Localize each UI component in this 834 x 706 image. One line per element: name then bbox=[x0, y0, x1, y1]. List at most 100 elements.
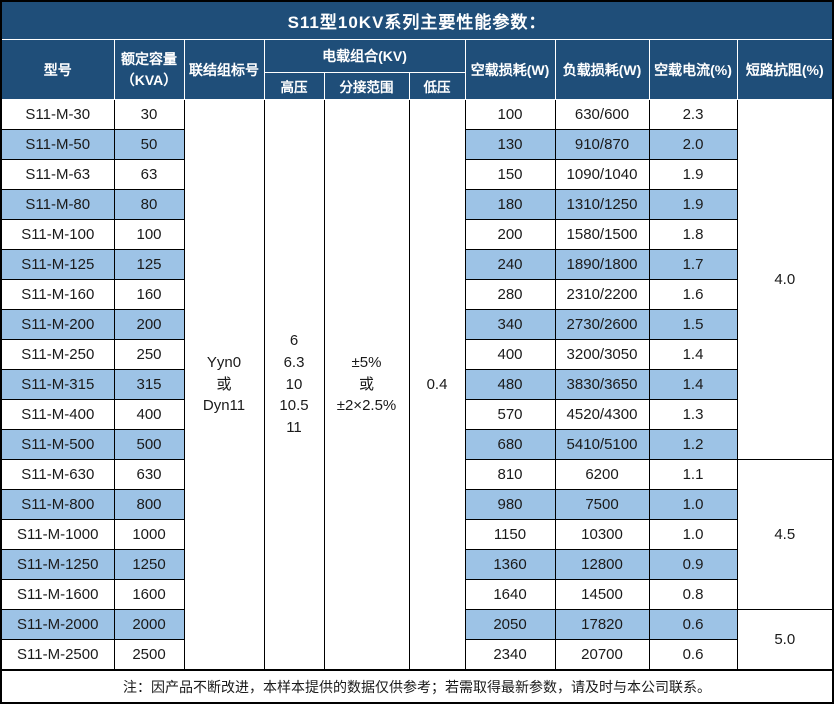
table-row: S11-M-800 800 980 7500 1.0 bbox=[0, 489, 833, 520]
impedance-cell: 4.5 bbox=[736, 459, 834, 610]
load-loss-cell: 2730/2600 bbox=[554, 309, 650, 340]
table-note: 注：因产品不断改进，本样本提供的数据仅供参考；若需取得最新参数，请及时与本公司联… bbox=[0, 669, 834, 704]
load-loss-cell: 3830/3650 bbox=[554, 369, 650, 400]
no-load-loss-cell: 150 bbox=[464, 159, 556, 190]
no-load-loss-cell: 2050 bbox=[464, 609, 556, 640]
model-cell: S11-M-500 bbox=[0, 429, 115, 460]
no-load-loss-cell: 130 bbox=[464, 129, 556, 160]
model-cell: S11-M-200 bbox=[0, 309, 115, 340]
no-load-loss-cell: 980 bbox=[464, 489, 556, 520]
no-load-current-cell: 0.8 bbox=[648, 579, 738, 610]
model-cell: S11-M-50 bbox=[0, 129, 115, 160]
table-row: S11-M-200 200 340 2730/2600 1.5 bbox=[0, 309, 833, 340]
load-loss-cell: 14500 bbox=[554, 579, 650, 610]
load-loss-cell: 4520/4300 bbox=[554, 399, 650, 430]
capacity-cell: 315 bbox=[113, 369, 185, 400]
load-loss-cell: 3200/3050 bbox=[554, 339, 650, 370]
capacity-cell: 2500 bbox=[113, 639, 185, 671]
model-cell: S11-M-400 bbox=[0, 399, 115, 430]
no-load-loss-cell: 180 bbox=[464, 189, 556, 220]
no-load-current-cell: 1.1 bbox=[648, 459, 738, 490]
model-cell: S11-M-2000 bbox=[0, 609, 115, 640]
no-load-current-cell: 0.6 bbox=[648, 609, 738, 640]
no-load-current-cell: 0.9 bbox=[648, 549, 738, 580]
header-lv: 低压 bbox=[408, 72, 466, 100]
no-load-current-cell: 2.0 bbox=[648, 129, 738, 160]
table-row: S11-M-63 63 150 1090/1040 1.9 bbox=[0, 159, 833, 190]
header-no-load-loss: 空载损耗(W) bbox=[464, 39, 556, 100]
no-load-current-cell: 1.9 bbox=[648, 189, 738, 220]
load-loss-cell: 20700 bbox=[554, 639, 650, 671]
title-row: S11型10KV系列主要性能参数： bbox=[0, 0, 834, 40]
no-load-loss-cell: 570 bbox=[464, 399, 556, 430]
model-cell: S11-M-160 bbox=[0, 279, 115, 310]
impedance-cell: 5.0 bbox=[736, 609, 834, 671]
capacity-cell: 250 bbox=[113, 339, 185, 370]
no-load-current-cell: 1.2 bbox=[648, 429, 738, 460]
lv-cell: 0.4 bbox=[408, 99, 466, 671]
capacity-cell: 200 bbox=[113, 309, 185, 340]
capacity-cell: 160 bbox=[113, 279, 185, 310]
tap-range-cell: ±5% 或 ±2×2.5% bbox=[323, 99, 410, 671]
no-load-loss-cell: 1360 bbox=[464, 549, 556, 580]
load-loss-cell: 630/600 bbox=[554, 99, 650, 130]
table-row: S11-M-1250 1250 1360 12800 0.9 bbox=[0, 549, 833, 580]
capacity-cell: 80 bbox=[113, 189, 185, 220]
model-cell: S11-M-250 bbox=[0, 339, 115, 370]
model-cell: S11-M-63 bbox=[0, 159, 115, 190]
no-load-current-cell: 1.0 bbox=[648, 519, 738, 550]
no-load-loss-cell: 340 bbox=[464, 309, 556, 340]
load-loss-cell: 2310/2200 bbox=[554, 279, 650, 310]
model-cell: S11-M-630 bbox=[0, 459, 115, 490]
no-load-loss-cell: 400 bbox=[464, 339, 556, 370]
note-row: 注：因产品不断改进，本样本提供的数据仅供参考；若需取得最新参数，请及时与本公司联… bbox=[0, 669, 834, 704]
header-row-main: 型号 额定容量 （KVA） 联结组标号 电载组合(KV) 空载损耗(W) 负载损… bbox=[0, 39, 834, 100]
model-cell: S11-M-1000 bbox=[0, 519, 115, 550]
no-load-loss-cell: 1150 bbox=[464, 519, 556, 550]
model-cell: S11-M-315 bbox=[0, 369, 115, 400]
no-load-loss-cell: 200 bbox=[464, 219, 556, 250]
table-title: S11型10KV系列主要性能参数： bbox=[0, 0, 834, 40]
capacity-cell: 100 bbox=[113, 219, 185, 250]
capacity-cell: 500 bbox=[113, 429, 185, 460]
table-row: S11-M-1000 1000 1150 10300 1.0 bbox=[0, 519, 833, 550]
table-row: S11-M-400 400 570 4520/4300 1.3 bbox=[0, 399, 833, 430]
capacity-cell: 125 bbox=[113, 249, 185, 280]
table-row: S11-M-500 500 680 5410/5100 1.2 bbox=[0, 429, 833, 460]
load-loss-cell: 17820 bbox=[554, 609, 650, 640]
table-body: S11-M-30 30 Yyn0 或 Dyn11 6 6.3 10 10.5 11 ±5… bbox=[0, 99, 834, 671]
header-hv: 高压 bbox=[263, 72, 325, 100]
capacity-cell: 30 bbox=[113, 99, 185, 130]
table-row: S11-M-160 160 280 2310/2200 1.6 bbox=[0, 279, 833, 310]
load-loss-cell: 10300 bbox=[554, 519, 650, 550]
header-load-loss: 负载损耗(W) bbox=[554, 39, 650, 100]
load-loss-cell: 7500 bbox=[554, 489, 650, 520]
capacity-cell: 800 bbox=[113, 489, 185, 520]
capacity-cell: 400 bbox=[113, 399, 185, 430]
load-loss-cell: 910/870 bbox=[554, 129, 650, 160]
header-connection-group: 联结组标号 bbox=[183, 39, 265, 100]
capacity-cell: 50 bbox=[113, 129, 185, 160]
impedance-cell: 4.0 bbox=[736, 99, 834, 460]
no-load-loss-cell: 240 bbox=[464, 249, 556, 280]
header-no-load-current: 空载电流(%) bbox=[648, 39, 738, 100]
capacity-cell: 63 bbox=[113, 159, 185, 190]
table-row: S11-M-1600 1600 1640 14500 0.8 bbox=[0, 579, 833, 610]
no-load-loss-cell: 100 bbox=[464, 99, 556, 130]
load-loss-cell: 5410/5100 bbox=[554, 429, 650, 460]
header-model: 型号 bbox=[0, 39, 115, 100]
capacity-cell: 630 bbox=[113, 459, 185, 490]
no-load-current-cell: 1.4 bbox=[648, 369, 738, 400]
capacity-cell: 1600 bbox=[113, 579, 185, 610]
table-row: S11-M-315 315 480 3830/3650 1.4 bbox=[0, 369, 833, 400]
header-capacity: 额定容量 （KVA） bbox=[113, 39, 185, 100]
table-row: S11-M-125 125 240 1890/1800 1.7 bbox=[0, 249, 833, 280]
table-row: S11-M-50 50 130 910/870 2.0 bbox=[0, 129, 833, 160]
table-row: S11-M-630 630 810 6200 1.1 4.5 bbox=[0, 459, 834, 610]
hv-cell: 6 6.3 10 10.5 11 bbox=[263, 99, 325, 671]
no-load-loss-cell: 1640 bbox=[464, 579, 556, 610]
load-loss-cell: 1310/1250 bbox=[554, 189, 650, 220]
capacity-cell: 2000 bbox=[113, 609, 185, 640]
model-cell: S11-M-30 bbox=[0, 99, 115, 130]
